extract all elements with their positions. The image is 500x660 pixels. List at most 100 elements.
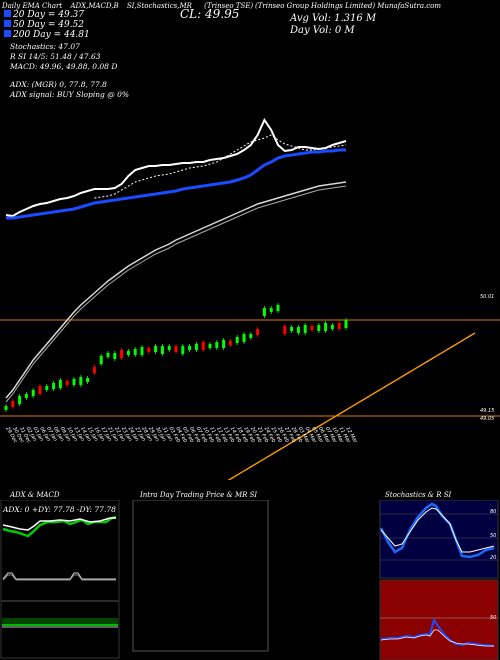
indicator-readouts: Stochastics: 47.07 R SI 14/5: 51.48 / 47…	[10, 42, 129, 100]
candle-body	[58, 380, 62, 388]
candle-body	[303, 325, 307, 333]
adx-white-line	[2, 517, 116, 531]
stoch-tick: 80	[490, 509, 496, 515]
ticker-label: (Trinseo TSE)	[204, 2, 254, 10]
sma-200-line	[227, 332, 476, 480]
candle-body	[154, 346, 158, 352]
adx-readout: ADX: (MGR) 0, 77.8, 77.8	[10, 80, 107, 89]
legend-item-50day: 50 Day = 49.52	[4, 20, 90, 30]
macd-histogram	[2, 618, 118, 626]
legend-swatch	[4, 30, 11, 37]
stoch-panel	[379, 500, 499, 579]
legend-swatch	[4, 20, 11, 27]
candle-body	[262, 308, 266, 316]
ema-dotted-line	[94, 134, 347, 199]
candle-body	[92, 367, 96, 373]
candle-body	[79, 377, 83, 385]
chart-type-label: Daily EMA Chart	[2, 2, 63, 10]
company-name: (Trinseo Group Holdings Limited) MunafaS…	[255, 2, 442, 10]
candle-body	[201, 342, 205, 350]
candle-body	[45, 386, 49, 390]
candle-body	[317, 325, 321, 331]
candle-body	[99, 356, 103, 364]
stoch-tick: 50	[490, 533, 496, 539]
candle-body	[283, 326, 287, 334]
adx-readout-text: ADX: 0 +DY: 77.78 -DY: 77.78	[2, 505, 116, 514]
macd-readout: MACD: 49.96, 49.88, 0.08 D	[10, 62, 118, 71]
legend-swatch	[4, 10, 11, 17]
ema-200-line	[5, 181, 347, 399]
macd-line	[2, 572, 116, 580]
adx-signal-readout: ADX signal: BUY Sloping @ 0%	[10, 90, 130, 99]
ema-20-line	[5, 117, 347, 218]
candle-body	[222, 340, 226, 348]
candle-body	[24, 394, 28, 398]
stoch-panel-title: Stochastics & R SI	[385, 491, 452, 499]
candle-body	[18, 396, 22, 404]
rsi-readout: R SI 14/5: 51.48 / 47.63	[10, 52, 101, 61]
close-value: CL: 49.95	[180, 7, 240, 21]
stochastics-readout: Stochastics: 47.07	[10, 42, 80, 51]
candle-body	[344, 320, 348, 328]
candle-body	[147, 348, 151, 352]
candle-body	[269, 308, 273, 312]
candle-body	[194, 344, 198, 350]
y-tick-label: 49.05	[480, 416, 494, 422]
stoch-tick: 20	[490, 555, 496, 561]
candle-body	[208, 344, 212, 348]
candle-body	[242, 334, 246, 342]
candle-body	[188, 346, 192, 350]
ema-200-lower-line	[5, 185, 347, 403]
candle-body	[337, 323, 341, 329]
rsi-line	[380, 617, 495, 647]
header-line1: Daily EMA Chart ADX,MACD,B SI,Stochastic…	[2, 2, 253, 11]
candle-body	[215, 342, 219, 348]
candle-body	[72, 379, 76, 385]
candle-body	[113, 353, 117, 359]
avg-volume: Avg Vol: 1.316 M	[290, 13, 377, 24]
legend-item-20day: 20 Day = 49.37	[4, 10, 90, 20]
rsi-panel	[379, 579, 499, 660]
adx-panel-title: ADX & MACD	[10, 491, 60, 499]
candle-body	[296, 327, 300, 333]
indicator-list-2: SI,Stochastics,MR	[126, 2, 192, 10]
rsi-signal-line	[380, 629, 494, 647]
intraday-panel-title: Intra Day Trading Price & MR SI	[140, 491, 258, 499]
candle-body	[52, 383, 56, 389]
candle-body	[86, 378, 90, 382]
candle-body	[160, 346, 164, 354]
stoch-d-line	[380, 507, 495, 553]
candle-body	[133, 349, 137, 355]
candle-body	[276, 305, 280, 311]
ema-50-line	[6, 148, 346, 220]
candle-body	[4, 406, 8, 410]
y-tick-label: 50.01	[480, 294, 494, 300]
candle-body	[249, 334, 253, 338]
candle-body	[174, 346, 178, 352]
intraday-panel	[132, 500, 269, 652]
candle-body	[235, 337, 239, 343]
candle-body	[31, 390, 35, 396]
rsi-tick: 50	[490, 615, 496, 621]
day-volume: Day Vol: 0 M	[290, 25, 355, 36]
candle-body	[310, 326, 314, 330]
candle-body	[106, 353, 110, 357]
ema-legend: 20 Day = 49.37 50 Day = 49.52 200 Day = …	[4, 10, 90, 40]
legend-item-200day: 200 Day = 44.81	[4, 30, 90, 40]
candle-body	[120, 350, 124, 358]
indicator-list-1: ADX,MACD,B	[70, 2, 119, 10]
candle-body	[38, 386, 42, 394]
candle-body	[65, 381, 69, 385]
candle-body	[126, 351, 130, 355]
macd-signal-line	[2, 574, 116, 581]
candle-body	[290, 327, 294, 331]
candle-body	[181, 346, 185, 354]
candle-body	[256, 329, 260, 335]
candle-body	[324, 323, 328, 331]
y-tick-label: 49.15	[480, 408, 494, 414]
stoch-k-line	[379, 502, 495, 559]
bottom-panels: ADX: 0 +DY: 77.78 -DY: 77.78 80 50 20 50	[0, 500, 499, 660]
candle-body	[167, 346, 171, 350]
candle-body	[11, 401, 15, 407]
